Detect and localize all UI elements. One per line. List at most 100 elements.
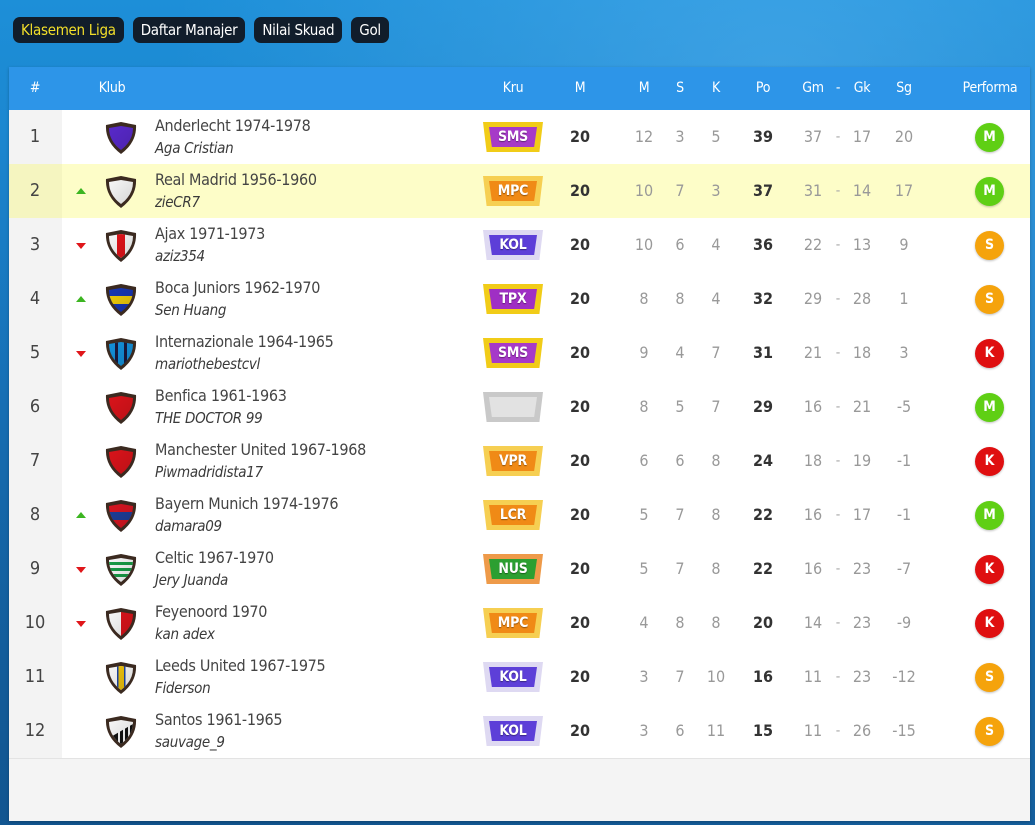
anderlecht-crest-icon[interactable] [104,120,138,156]
table-row[interactable]: 1 Anderlecht 1974-1978 Aga Cristian SMS 2… [9,110,1030,165]
table-row[interactable]: 6 Benfica 1961-1963 THE DOCTOR 99 20 8 5 7 2… [9,380,1030,435]
manager-name[interactable]: zieCR7 [155,193,200,211]
crew-badge[interactable]: SMS [483,338,543,368]
header-goal-diff[interactable]: Sg [896,80,912,96]
celtic-crest-icon[interactable] [104,552,138,588]
table-row[interactable]: 4 Boca Juniors 1962-1970 Sen Huang TPX 20… [9,272,1030,327]
header-club[interactable]: Klub [98,80,126,96]
club-name[interactable]: Feyenoord 1970 [155,602,268,621]
manager-name[interactable]: Sen Huang [155,301,227,319]
leeds-united-crest-icon[interactable] [104,660,138,696]
table-row[interactable]: 5 Internazionale 1964-1965 mariothebestc… [9,326,1030,381]
header-played[interactable]: M [574,80,586,96]
goals-separator: - [835,669,841,685]
club-name[interactable]: Boca Juniors 1962-1970 [155,278,321,297]
table-row[interactable]: 10 Feyenoord 1970 kan adex MPC 20 4 8 8 20 14 2… [9,596,1030,651]
crew-badge[interactable]: MPC [483,176,543,206]
club-name[interactable]: Real Madrid 1956-1960 [155,170,317,189]
crew-tag: TPX [489,289,537,309]
real-madrid-crest-icon[interactable] [104,174,138,210]
manager-name[interactable]: Jery Juanda [155,571,228,589]
manager-name[interactable]: THE DOCTOR 99 [155,409,263,427]
club-name[interactable]: Manchester United 1967-1968 [155,440,366,459]
points-value: 22 [752,559,774,578]
manager-name[interactable]: kan adex [155,625,215,643]
benfica-crest-icon[interactable] [104,390,138,426]
crew-badge[interactable]: VPR [483,446,543,476]
manchester-united-crest-icon[interactable] [104,444,138,480]
played-value: 20 [569,613,591,632]
club-name[interactable]: Santos 1961-1965 [155,710,283,729]
crew-badge[interactable]: KOL [483,230,543,260]
crew-tag: LCR [489,505,537,525]
rank-cell [9,110,62,164]
header-won[interactable]: M [638,80,650,96]
crew-badge[interactable]: NUS [483,554,543,584]
club-name[interactable]: Benfica 1961-1963 [155,386,287,405]
crew-badge[interactable]: TPX [483,284,543,314]
manager-name[interactable]: mariothebestcvl [155,355,260,373]
crew-badge[interactable]: KOL [483,662,543,692]
ajax-crest-icon[interactable] [104,228,138,264]
points-value: 36 [752,235,774,254]
drawn-value: 4 [675,343,685,362]
club-name[interactable]: Internazionale 1964-1965 [155,332,334,351]
crew-badge[interactable]: SMS [483,122,543,152]
santos-crest-icon[interactable] [104,714,138,750]
played-value: 20 [569,343,591,362]
drawn-value: 6 [675,235,685,254]
goals-for-value: 31 [803,181,823,200]
crew-tag: MPC [489,613,537,633]
manager-name[interactable]: Piwmadridista17 [155,463,263,481]
lost-value: 11 [706,721,726,740]
table-row[interactable]: 9 Celtic 1967-1970 Jery Juanda NUS 20 5 7 8 2… [9,542,1030,597]
rank-value: 4 [29,288,41,309]
crew-badge[interactable]: LCR [483,500,543,530]
rank-value: 2 [29,180,41,201]
manager-name[interactable]: sauvage_9 [155,733,225,751]
tab-klasemen-liga[interactable]: Klasemen Liga [13,17,124,43]
feyenoord-crest-icon[interactable] [104,606,138,642]
table-row[interactable]: 8 Bayern Munich 1974-1976 damara09 LCR 20… [9,488,1030,543]
crew-badge[interactable] [483,392,543,422]
goals-for-value: 21 [803,343,823,362]
club-name[interactable]: Ajax 1971-1973 [155,224,265,243]
header-points[interactable]: Po [755,80,771,96]
table-row[interactable]: 7 Manchester United 1967-1968 Piwmadridi… [9,434,1030,489]
boca-juniors-crest-icon[interactable] [104,282,138,318]
club-name[interactable]: Celtic 1967-1970 [155,548,274,567]
tab-nilai-skuad[interactable]: Nilai Skuad [254,17,343,43]
internazionale-crest-icon[interactable] [104,336,138,372]
header-goals-against[interactable]: Gk [853,80,871,96]
crew-badge[interactable]: KOL [483,716,543,746]
tab-gol[interactable]: Gol [351,17,389,43]
crew-tag [489,397,537,417]
goals-against-value: 23 [852,559,872,578]
header-crew[interactable]: Kru [502,80,524,96]
table-row[interactable]: 11 Leeds United 1967-1975 Fiderson KOL 20… [9,650,1030,705]
crew-tag: NUS [489,559,537,579]
bayern-munich-crest-icon[interactable] [104,498,138,534]
manager-name[interactable]: aziz354 [155,247,205,265]
tab-daftar-manajer[interactable]: Daftar Manajer [132,17,246,43]
header-goals-for[interactable]: Gm [802,80,824,96]
goals-separator: - [835,345,841,361]
lost-value: 8 [711,451,721,470]
rank-cell [9,272,62,326]
manager-name[interactable]: Aga Cristian [155,139,234,157]
rank-value: 6 [29,396,41,417]
manager-name[interactable]: Fiderson [155,679,211,697]
table-row[interactable]: 12 Santos 1961-1965 sauvage_9 KOL 20 3 6 11 1… [9,704,1030,759]
crew-badge[interactable]: MPC [483,608,543,638]
club-name[interactable]: Anderlecht 1974-1978 [155,116,311,135]
club-name[interactable]: Bayern Munich 1974-1976 [155,494,339,513]
manager-name[interactable]: damara09 [155,517,222,535]
drawn-value: 8 [675,289,685,308]
header-drawn[interactable]: S [676,80,684,96]
table-row[interactable]: 2 Real Madrid 1956-1960 zieCR7 MPC 20 10 7 3… [9,164,1030,219]
club-name[interactable]: Leeds United 1967-1975 [155,656,326,675]
points-value: 37 [752,181,774,200]
table-row[interactable]: 3 Ajax 1971-1973 aziz354 KOL 20 10 6 4 36 22 13… [9,218,1030,273]
header-lost[interactable]: K [712,80,720,96]
header-form[interactable]: Performa [962,80,1018,96]
